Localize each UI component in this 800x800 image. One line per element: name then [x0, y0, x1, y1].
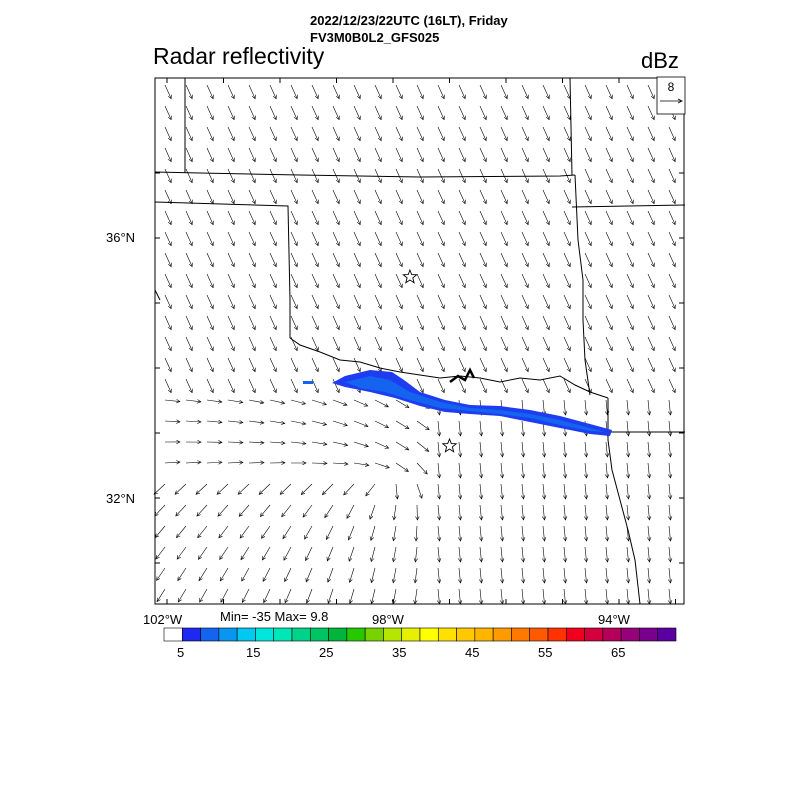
colorbar-label-55: 55: [538, 645, 553, 660]
colorbar-swatch: [565, 627, 585, 642]
colorbar-swatch: [474, 627, 494, 642]
colorbar-label-25: 25: [319, 645, 334, 660]
colorbar-swatch: [419, 627, 439, 642]
arkansas-west-border: [574, 174, 591, 396]
colorbar-swatch: [456, 627, 476, 642]
title-datetime: 2022/12/23/22UTC (16LT), Friday: [310, 13, 508, 28]
axis-ticks: [155, 78, 684, 604]
colorbar-label-35: 35: [392, 645, 407, 660]
units-label: dBz: [641, 48, 679, 73]
west-line: [154, 289, 161, 301]
colorbar-swatch: [181, 627, 201, 642]
colorbar-swatch: [437, 627, 457, 642]
lon-label-94: 94°W: [598, 612, 630, 627]
colorbar-swatch: [309, 627, 329, 642]
colorbar-swatch: [218, 627, 238, 642]
colorbar-swatch: [346, 627, 366, 642]
colorbar-swatch: [364, 627, 384, 642]
colorbar-swatch: [291, 627, 311, 642]
colorbar-swatch: [383, 627, 403, 642]
plot-frame: [154, 77, 685, 605]
reflectivity-band-inner: [345, 376, 605, 432]
missouri-east-line: [569, 77, 573, 176]
lat-label-36: 36°N: [106, 230, 136, 245]
colorbar-swatch: [492, 627, 512, 642]
lon-label-98: 98°W: [372, 612, 404, 627]
colorbar-swatch: [236, 627, 256, 642]
reflectivity-fleck: [303, 381, 313, 384]
colorbar-swatch: [401, 627, 421, 642]
colorbar-label-5: 5: [177, 645, 185, 660]
colorbar-swatch: [547, 627, 567, 642]
colorbar-swatch: [273, 627, 293, 642]
lat-label-32: 32°N: [106, 491, 136, 506]
wind-vectors: [153, 84, 676, 605]
oklahoma-red-river: [289, 337, 609, 399]
min-max-label: Min= -35 Max= 9.8: [220, 609, 329, 624]
colorbar-swatch: [657, 627, 677, 642]
colorbar-swatch: [511, 627, 531, 642]
state-borders: [154, 77, 686, 605]
colorbar-swatch: [529, 627, 549, 642]
reference-vector-box: 8: [656, 76, 686, 115]
star-south: [441, 437, 458, 453]
texoma-lake: [449, 367, 476, 383]
reflectivity-shading: [303, 370, 612, 436]
texas-louisiana-border: [607, 398, 641, 605]
colorbar-swatch: [328, 627, 348, 642]
colorbar-swatch: [584, 627, 604, 642]
reference-vector-value: 8: [668, 80, 675, 94]
location-markers: [402, 268, 458, 453]
colorbar-swatch: [163, 627, 183, 642]
colorbar-swatch: [602, 627, 622, 642]
colorbar-swatch: [620, 627, 640, 642]
colorbar-swatch: [200, 627, 220, 642]
field-title: Radar reflectivity: [153, 43, 325, 69]
colorbar-label-15: 15: [246, 645, 261, 660]
colorbar-label-45: 45: [465, 645, 480, 660]
title-model: FV3M0B0L2_GFS025: [310, 30, 440, 45]
kansas-south-border: [154, 171, 576, 178]
colorbar: [163, 627, 677, 642]
colorbar-label-65: 65: [611, 645, 626, 660]
colorbar-swatch: [639, 627, 659, 642]
colorbar-swatch: [255, 627, 275, 642]
missouri-arkansas-border: [571, 204, 686, 208]
oklahoma-west-border: [154, 201, 291, 338]
star-north: [402, 268, 418, 284]
lon-label-102: 102°W: [143, 612, 183, 627]
